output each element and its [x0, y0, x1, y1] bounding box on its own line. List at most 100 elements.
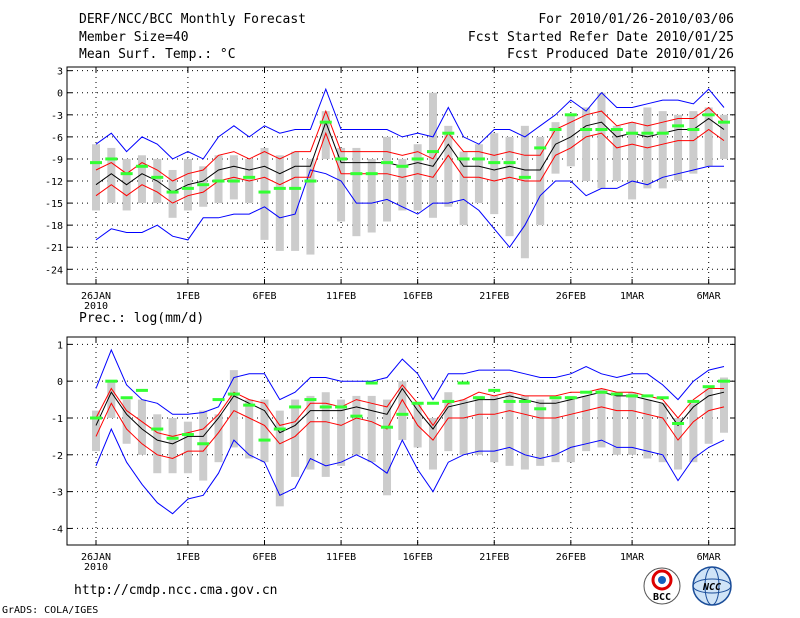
y-tick-label: -21 [45, 243, 63, 254]
member-range-bar [92, 410, 100, 452]
member-range-bar [658, 403, 667, 463]
member-range-bar [505, 392, 514, 466]
member-range-bar [428, 92, 437, 218]
member-range-bar [260, 399, 269, 463]
member-range-bar [337, 147, 346, 222]
series-max [95, 87, 725, 160]
y-tick-label: 0 [57, 377, 63, 388]
member-range-bar [520, 125, 529, 259]
x-tick-label: 6FEB [252, 552, 276, 563]
member-range-bar [597, 92, 606, 189]
series-upper-sd [95, 106, 725, 182]
member-range-bar [643, 399, 652, 459]
member-size: Member Size=40 [79, 30, 189, 45]
y-tick-label: -12 [45, 177, 63, 188]
x-tick-label: 21FEB [479, 291, 509, 302]
member-range-bar [214, 155, 223, 204]
member-range-bar [306, 395, 315, 470]
y-tick-label: -3 [51, 488, 63, 499]
member-range-bar [474, 144, 483, 204]
member-range-bar [459, 399, 468, 455]
member-range-bar [352, 395, 361, 455]
series-upper-sd [95, 384, 724, 437]
series-mean [95, 117, 725, 193]
member-range-bar [658, 111, 667, 189]
member-range-bar [306, 158, 315, 255]
plot-frame [66, 336, 736, 546]
chart-title: DERF/NCC/BCC Monthly Forecast [79, 12, 306, 27]
plot-frame [66, 66, 736, 285]
y-tick-label: -2 [51, 451, 63, 462]
ncc-logo: NCC [692, 566, 732, 606]
member-range-bar [674, 417, 683, 470]
y-tick-label: 3 [57, 67, 63, 78]
member-range-bar [199, 166, 208, 207]
member-range-bar [474, 395, 483, 455]
x-tick-label: 26FEB [556, 291, 586, 302]
member-range-bar [459, 151, 468, 226]
member-range-bar [260, 147, 269, 240]
member-range-bar [107, 381, 116, 418]
series-min [95, 427, 725, 515]
fcst-started-date: Fcst Started Refer Date 2010/01/25 [467, 30, 734, 45]
member-range-bar [689, 111, 698, 174]
member-range-bar [122, 399, 131, 444]
x-tick-label: 11FEB [326, 291, 356, 302]
y-tick-label: -3 [51, 111, 63, 122]
member-range-bar [168, 417, 177, 474]
y-tick-label: -24 [45, 265, 63, 276]
member-range-bar [720, 114, 728, 159]
x-tick-label: 1MAR [620, 291, 645, 302]
member-range-bar [628, 392, 637, 455]
x-tick-label: 1FEB [176, 291, 200, 302]
member-range-bar [490, 133, 499, 215]
x-tick-label: 1MAR [620, 552, 645, 563]
member-range-bar [674, 114, 683, 182]
y-tick-label: -1 [51, 414, 63, 425]
fcst-produced-date: Fcst Produced Date 2010/01/26 [507, 47, 734, 62]
member-range-bar [582, 395, 591, 452]
grads-credit: GrADS: COLA/IGES [2, 605, 99, 616]
x-tick-label: 1FEB [176, 552, 200, 563]
member-range-bar [720, 377, 728, 433]
member-range-bar [551, 122, 560, 174]
prec-label: Prec.: log(mm/d) [79, 311, 205, 326]
member-range-bar [520, 395, 529, 470]
member-range-bar [704, 388, 713, 444]
y-tick-label: 0 [57, 89, 63, 100]
year-label: 2010 [84, 301, 108, 312]
member-range-bar [352, 147, 361, 237]
member-range-bar [612, 125, 621, 182]
x-tick-label: 16FEB [403, 291, 433, 302]
member-range-bar [107, 147, 116, 204]
x-tick-label: 21FEB [479, 552, 509, 563]
source-url[interactable]: http://cmdp.ncc.cma.gov.cn [74, 583, 278, 598]
member-range-bar [367, 158, 376, 233]
x-tick-label: 11FEB [326, 552, 356, 563]
member-range-bar [597, 388, 606, 448]
member-range-bar [291, 151, 300, 251]
series-max [95, 348, 725, 415]
member-range-bar [428, 417, 437, 470]
x-tick-label: 26JAN [81, 552, 111, 563]
y-tick-label: -9 [51, 155, 63, 166]
member-range-bar [505, 136, 514, 237]
member-range-bar [398, 381, 407, 441]
x-tick-label: 26FEB [556, 552, 586, 563]
member-range-bar [383, 136, 392, 222]
member-range-bar [444, 125, 453, 207]
member-range-bar [704, 107, 713, 167]
member-range-bar [490, 395, 499, 463]
member-range-bar [291, 399, 300, 477]
series-mean [95, 387, 725, 445]
y-tick-label: 1 [57, 340, 63, 351]
series-lower-sd [95, 128, 725, 204]
member-range-bar [582, 107, 591, 182]
temperature-panel: 3 0 -3 -6 -9 -12 -15 -18 -21 -24 26JAN 1FEB 6FEB 11FE… [45, 66, 736, 312]
member-range-bar [137, 399, 146, 455]
member-range-bar [536, 399, 545, 466]
bcc-logo-text: BCC [653, 592, 671, 603]
y-tick-label: -4 [51, 524, 63, 535]
forecast-period: For 2010/01/26-2010/03/06 [538, 12, 734, 27]
series-min [95, 165, 724, 249]
